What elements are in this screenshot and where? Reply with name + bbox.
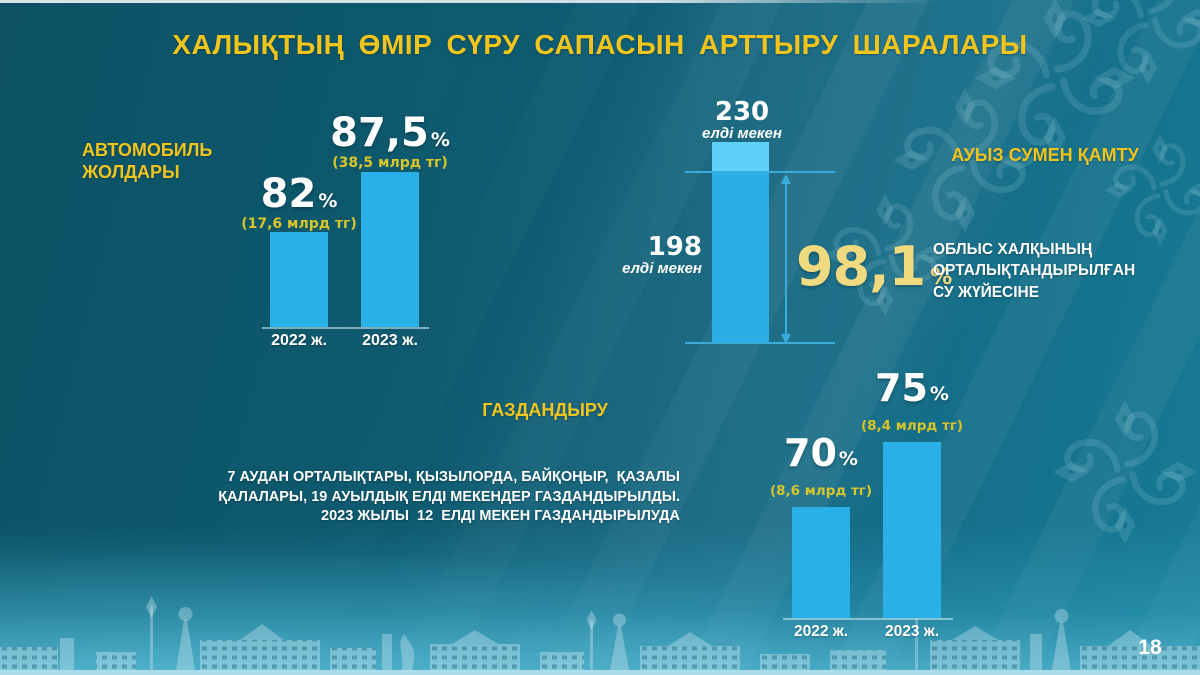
footer-gradient-band (0, 525, 1200, 675)
bottom-light-strip (0, 670, 1200, 675)
roads-2022-value: 82% (17,6 млрд тг) (219, 171, 379, 232)
percent-sign: % (929, 383, 949, 406)
page-number: 18 (1138, 636, 1162, 659)
roads-2023-label: 2023 ж. (362, 332, 418, 349)
slide-top-edge (0, 0, 1200, 3)
gas-bar-2022 (792, 507, 850, 618)
water-covered-unit: елді мекен (622, 260, 702, 277)
gas-2023-amount: (8,4 млрд тг) (860, 418, 964, 435)
water-covered-label: 198 елді мекен (592, 234, 702, 277)
water-bar (712, 142, 769, 342)
water-section-title: АУЫЗ СУМЕН ҚАМТУ (951, 145, 1139, 165)
water-total-unit: елді мекен (702, 125, 782, 142)
water-description: ОБЛЫС ХАЛҚЫНЫҢ ОРТАЛЫҚТАНДЫРЫЛҒАН СУ ЖҮЙ… (933, 239, 1173, 303)
water-bar-uncovered-segment (712, 142, 769, 172)
gas-2022-value: 70% (8,6 млрд тг) (741, 431, 901, 500)
water-lower-line (685, 342, 835, 344)
gas-desc-line1: 7 АУДАН ОРТАЛЫҚТАРЫ, ҚЫЗЫЛОРДА, БАЙҚОҢЫР… (227, 469, 680, 485)
water-upper-line (685, 171, 835, 173)
percent-sign: % (430, 128, 450, 151)
gas-2023-percent: 75 (875, 366, 928, 410)
slide-title: ХАЛЫҚТЫҢ ӨМІР СҮРУ САПАСЫН АРТТЫРУ ШАРАЛ… (172, 29, 1028, 60)
gas-description: 7 АУДАН ОРТАЛЫҚТАРЫ, ҚЫЗЫЛОРДА, БАЙҚОҢЫР… (180, 468, 680, 527)
water-percent: 98,1 % (796, 235, 952, 298)
percent-sign: % (838, 448, 858, 471)
gas-bar-2023 (883, 442, 941, 618)
water-total-label: 230 елді мекен (672, 99, 812, 142)
percent-sign: % (318, 189, 338, 212)
gas-2023-value: 75% (8,4 млрд тг) (832, 366, 992, 435)
gas-axis-line (783, 618, 953, 620)
roads-bar-2022 (270, 232, 328, 327)
roads-2023-amount: (38,5 млрд тг) (332, 155, 448, 171)
gas-section-title: ГАЗДАНДЫРУ (482, 400, 608, 420)
water-percent-value: 98,1 (796, 235, 926, 298)
gas-2023-label: 2023 ж. (884, 623, 940, 640)
water-total-value: 230 (714, 97, 770, 127)
water-desc-line3: СУ ЖҮЙЕСІНЕ (933, 283, 1040, 301)
roads-2023-percent: 87,5 (330, 110, 429, 156)
gas-2022-percent: 70 (784, 431, 837, 475)
roads-2022-label: 2022 ж. (271, 332, 327, 349)
water-desc-line1: ОБЛЫС ХАЛҚЫНЫҢ (933, 241, 1093, 258)
roads-bar-2023 (361, 172, 419, 327)
measure-arrow-icon (781, 174, 791, 344)
gas-desc-line3: 2023 ЖЫЛЫ 12 ЕЛДІ МЕКЕН ГАЗДАНДЫРЫЛУДА (321, 508, 680, 525)
water-desc-line2: ОРТАЛЫҚТАНДЫРЫЛҒАН (933, 262, 1136, 280)
water-covered-value: 198 (647, 232, 702, 262)
roads-title-line1: АВТОМОБИЛЬ (82, 140, 213, 160)
roads-2023-value: 87,5% (38,5 млрд тг) (310, 110, 470, 171)
roads-title-line2: ЖОЛДАРЫ (82, 161, 180, 182)
roads-2022-amount: (17,6 млрд тг) (241, 216, 357, 232)
gas-desc-line2: ҚАЛАЛАРЫ, 19 АУЫЛДЫҚ ЕЛДІ МЕКЕНДЕР ГАЗДА… (218, 488, 680, 505)
gas-2022-amount: (8,6 млрд тг) (769, 483, 873, 500)
roads-axis-line (262, 327, 429, 329)
city-skyline-silhouette (0, 596, 1200, 670)
roads-2022-percent: 82 (260, 171, 317, 217)
roads-section-title: АВТОМОБИЛЬ ЖОЛДАРЫ (82, 140, 212, 184)
